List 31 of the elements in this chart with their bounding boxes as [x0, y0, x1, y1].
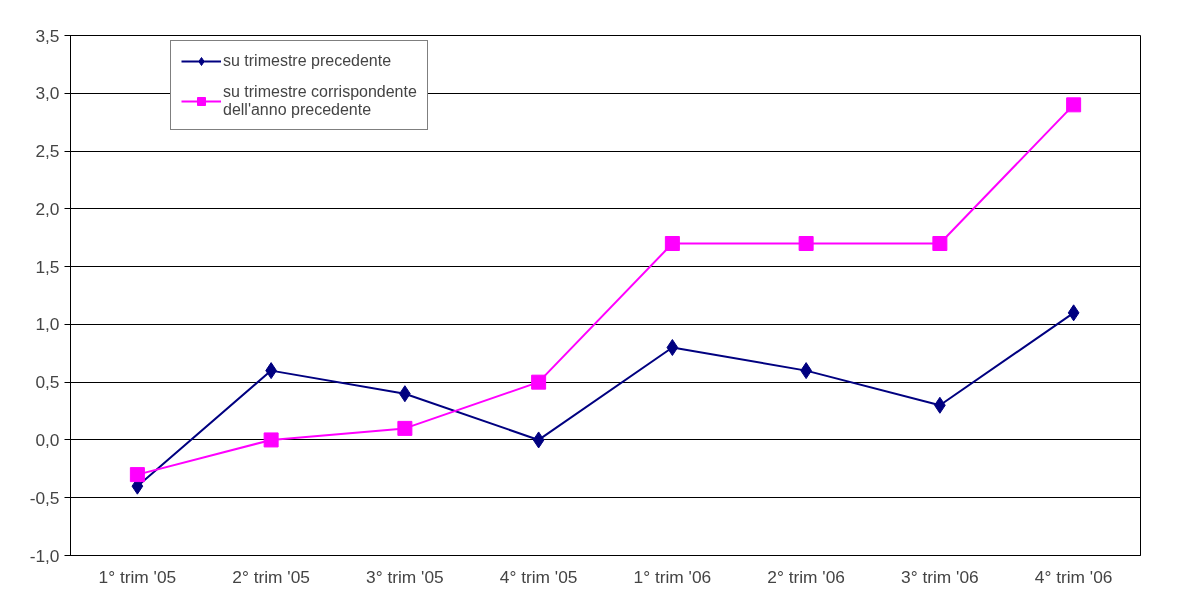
- point: [129, 467, 145, 483]
- y-tick-label: 2,0: [35, 198, 60, 219]
- y-tick-label: -1,0: [29, 545, 60, 566]
- point: [263, 432, 279, 448]
- point: [666, 339, 679, 356]
- x-tick-label: 1° trim '05: [98, 566, 177, 587]
- point: [664, 236, 680, 251]
- y-tick-label: 1,5: [35, 256, 60, 277]
- legend-label: su trimestre corrispondente dell'anno precedente: [223, 83, 417, 119]
- x-tick-label: 4° trim '05: [499, 566, 578, 587]
- point: [798, 236, 814, 251]
- point: [1066, 97, 1082, 113]
- y-tick-label: 3,0: [35, 83, 60, 104]
- y-tick-label: 1,0: [35, 314, 60, 335]
- x-tick-label: 2° trim '05: [232, 566, 310, 587]
- point: [531, 374, 547, 390]
- x-tick-label: 3° trim '05: [366, 566, 444, 587]
- x-tick-label: 3° trim '06: [901, 566, 979, 587]
- legend-label: su trimestre precedente: [223, 52, 392, 70]
- point: [532, 431, 545, 449]
- point: [932, 236, 948, 251]
- x-tick-label: 2° trim '06: [767, 566, 845, 587]
- y-tick-label: 0,5: [35, 372, 60, 393]
- y-tick-label: 2,5: [35, 141, 60, 162]
- y-tick-label: -0,5: [29, 487, 60, 508]
- point: [1067, 304, 1080, 322]
- x-tick-label: 1° trim '06: [633, 566, 712, 587]
- x-tick-label: 4° trim '06: [1034, 566, 1113, 587]
- y-tick-label: 0,0: [35, 429, 60, 450]
- y-tick-label: 3,5: [35, 25, 60, 46]
- point: [397, 420, 413, 436]
